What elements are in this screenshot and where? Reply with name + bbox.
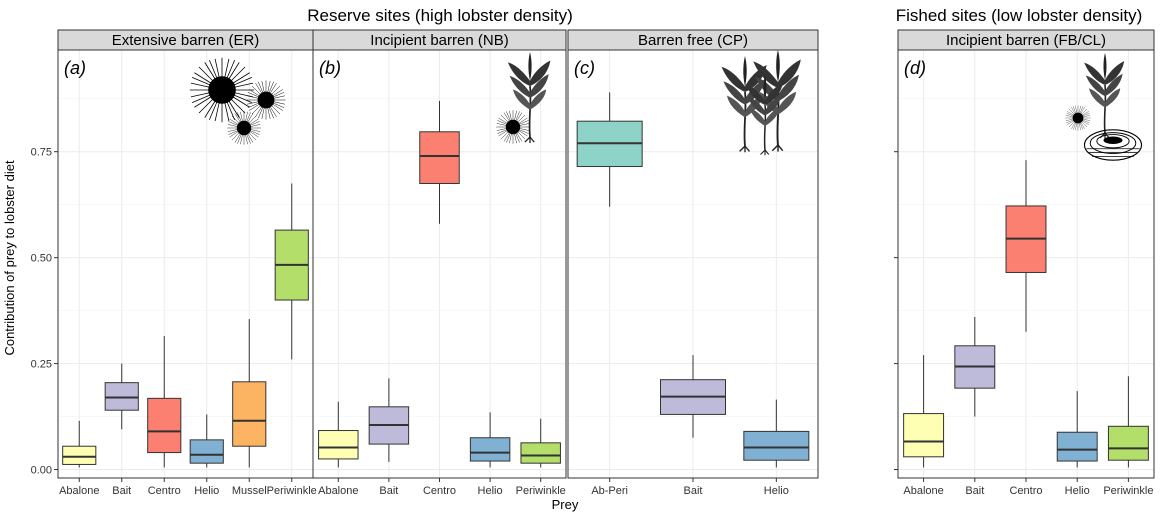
urchin-icon xyxy=(226,110,262,146)
strip-label: Incipient barren (FB/CL) xyxy=(946,32,1106,49)
panel-label: (a) xyxy=(64,58,86,78)
box-iqr xyxy=(520,442,561,464)
x-tick-label: Ab-Peri xyxy=(591,485,628,497)
x-tick-label: Periwinkle xyxy=(1103,485,1153,497)
x-tick-label: Helio xyxy=(194,485,219,497)
box-helio xyxy=(1056,391,1098,468)
x-tick-label: Bait xyxy=(684,485,703,497)
group-title-reserve: Reserve sites (high lobster density) xyxy=(307,6,573,25)
urchin-icon xyxy=(189,57,255,123)
x-tick-label: Centro xyxy=(148,485,181,497)
y-axis-label: Contribution of prey to lobster diet xyxy=(2,160,17,355)
y-tick-label: 0.50 xyxy=(31,253,52,265)
urchin-icon xyxy=(1065,105,1091,131)
y-tick-label: 0.75 xyxy=(31,147,52,159)
x-axis-label: Prey xyxy=(552,497,579,512)
panels: Abalone Bait Centro Helio Mussel PeriwinkleEx… xyxy=(31,29,1155,497)
box-helio xyxy=(469,412,511,468)
box-iqr xyxy=(318,430,359,460)
x-tick-label: Bait xyxy=(965,485,984,497)
box-iqr xyxy=(232,381,267,447)
panel-c: Ab-Peri Bait Helio Barren free (CP) (c) xyxy=(567,29,819,497)
group-title-fished: Fished sites (low lobster density) xyxy=(896,6,1143,25)
box-abalone xyxy=(318,401,359,468)
x-tick-label: Helio xyxy=(764,485,789,497)
box-iqr xyxy=(189,439,224,464)
panel-label: (d) xyxy=(904,58,926,78)
panel-a: Abalone Bait Centro Helio Mussel Periwinkle Ex… xyxy=(31,29,317,497)
box-iqr xyxy=(903,413,945,458)
box-periwinkle xyxy=(520,418,561,468)
x-tick-label: Helio xyxy=(1065,485,1090,497)
strip-label: Barren free (CP) xyxy=(638,32,748,49)
y-tick-label: 0.00 xyxy=(31,465,52,477)
panel-label: (b) xyxy=(319,58,341,78)
strip-label: Incipient barren (NB) xyxy=(370,32,508,49)
box-bait xyxy=(660,355,726,438)
x-tick-label: Periwinkle xyxy=(267,485,317,497)
x-tick-label: Centro xyxy=(1009,485,1042,497)
box-centro xyxy=(419,100,460,224)
strip-background xyxy=(567,29,819,51)
x-tick-label: Mussel xyxy=(232,485,267,497)
box-centro xyxy=(1005,160,1047,332)
box-centro xyxy=(147,336,182,468)
panel-background xyxy=(58,50,313,478)
box-iqr xyxy=(147,397,182,454)
box-bait xyxy=(368,378,410,462)
box-iqr xyxy=(469,437,511,462)
panel-b: Abalone Bait Centro Helio Periwinkle Incipien… xyxy=(312,29,567,497)
box-iqr xyxy=(62,445,97,465)
x-tick-label: Periwinkle xyxy=(516,485,566,497)
x-tick-label: Abalone xyxy=(318,485,358,497)
panel-d: Abalone Bait Centro Helio Periwinkle Incipien… xyxy=(894,29,1155,497)
box-iqr xyxy=(743,430,810,461)
box-iqr xyxy=(1056,431,1098,462)
box-iqr xyxy=(1107,425,1149,461)
box-bait xyxy=(954,316,996,417)
box-helio xyxy=(743,399,810,468)
box-abalone xyxy=(903,355,945,468)
panel-label: (c) xyxy=(574,58,595,78)
urchin-icon xyxy=(495,109,531,145)
strip-background xyxy=(897,29,1155,51)
x-tick-label: Bait xyxy=(112,485,131,497)
x-tick-label: Abalone xyxy=(59,485,99,497)
box-ab-peri xyxy=(576,92,643,207)
box-mussel xyxy=(232,319,267,468)
box-iqr xyxy=(104,382,139,411)
x-tick-label: Bait xyxy=(379,485,398,497)
box-helio xyxy=(189,414,224,468)
y-tick-label: 0.25 xyxy=(31,359,52,371)
strip-label: Extensive barren (ER) xyxy=(112,32,260,49)
box-periwinkle xyxy=(1107,376,1149,468)
box-iqr xyxy=(419,131,460,184)
box-abalone xyxy=(62,420,97,468)
urchin-icon xyxy=(246,80,286,120)
x-tick-label: Helio xyxy=(478,485,503,497)
box-bait xyxy=(104,363,139,430)
x-tick-label: Abalone xyxy=(903,485,943,497)
strip-background xyxy=(312,29,567,51)
box-periwinkle xyxy=(274,183,309,360)
x-tick-label: Centro xyxy=(423,485,456,497)
